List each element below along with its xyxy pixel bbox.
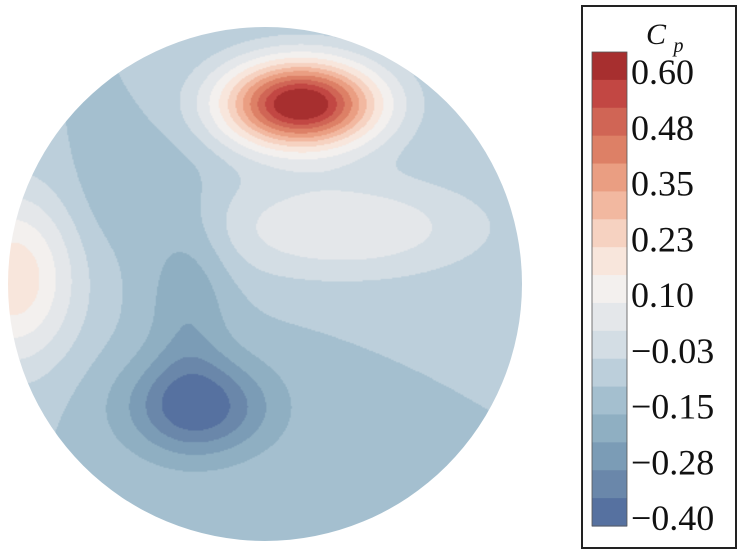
colorbar-swatch — [592, 191, 627, 220]
colorbar-frame — [581, 5, 737, 549]
colorbar-tick-label: 0.48 — [631, 108, 694, 148]
colorbar-swatch — [592, 358, 627, 388]
colorbar-title-main: C — [646, 18, 667, 51]
colorbar-swatch — [592, 135, 627, 165]
colorbar-title-subscript: p — [672, 35, 684, 57]
contour-plot — [8, 27, 522, 541]
colorbar-swatch — [592, 302, 627, 332]
colorbar-swatch — [592, 247, 627, 276]
colorbar-tick-label: 0.23 — [631, 219, 694, 259]
colorbar-swatch — [592, 52, 627, 81]
colorbar-swatch — [592, 107, 627, 137]
colorbar-border — [591, 51, 628, 527]
colorbar-swatch — [592, 219, 627, 248]
colorbar-swatch — [592, 442, 627, 471]
colorbar-tick-label: −0.15 — [631, 387, 714, 427]
colorbar-tick-label: −0.03 — [631, 331, 714, 371]
colorbar-swatch — [592, 470, 627, 499]
colorbar-swatch — [592, 330, 627, 360]
colorbar-swatch — [592, 414, 627, 443]
colorbar-swatch — [592, 275, 627, 304]
colorbar-swatch — [592, 163, 627, 193]
colorbar-tick-label: 0.10 — [631, 275, 694, 315]
colorbar-tick-label: −0.40 — [631, 498, 714, 538]
colorbar-title: C p — [646, 18, 684, 57]
colorbar-swatch — [592, 498, 627, 527]
colorbar-swatch — [592, 386, 627, 416]
colorbar-tick-label: −0.28 — [631, 442, 714, 482]
colorbar-tick-label: 0.60 — [631, 52, 694, 92]
colorbar-swatches — [591, 51, 628, 527]
pressure-contour-field — [8, 27, 522, 541]
colorbar-ticks: 0.60 0.48 0.35 0.23 0.10 −0.03 −0.15 −0.28 −0.40 — [631, 52, 714, 538]
colorbar-swatch — [592, 79, 627, 109]
colorbar-tick-label: 0.35 — [631, 164, 694, 204]
